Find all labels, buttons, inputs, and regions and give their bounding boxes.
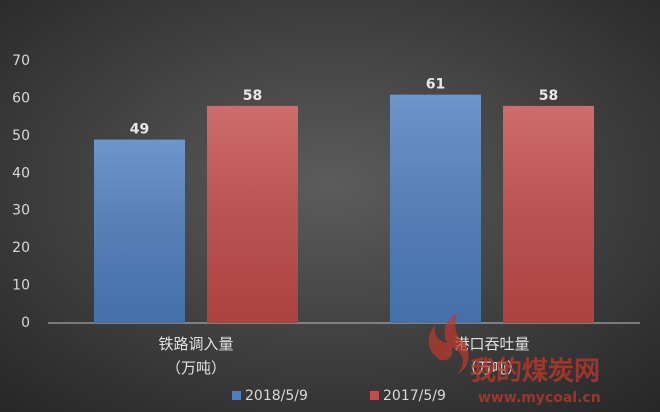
value-label: 58 <box>243 88 262 104</box>
bar-shine <box>503 105 594 324</box>
x-tick-label: （万吨） <box>166 359 226 377</box>
watermark: 我的煤炭网 www.mycoal.cn <box>428 313 601 406</box>
legend-swatch <box>370 391 379 400</box>
y-tick-label: 30 <box>12 203 30 219</box>
y-tick-label: 10 <box>12 278 30 294</box>
x-tick-label: （万吨） <box>462 359 522 377</box>
legend-label: 2017/5/9 <box>383 388 446 404</box>
watermark-logo <box>428 313 469 375</box>
bar-shine <box>94 139 185 323</box>
bar-shine <box>207 105 298 324</box>
legend-swatch <box>232 391 241 400</box>
y-tick-label: 40 <box>12 165 30 181</box>
value-label: 61 <box>426 77 445 93</box>
legend-label: 2018/5/9 <box>245 388 308 404</box>
y-tick-label: 0 <box>21 315 30 331</box>
bar-shine <box>390 94 481 323</box>
value-label: 49 <box>130 122 149 138</box>
y-tick-label: 70 <box>12 53 30 69</box>
value-label: 58 <box>539 88 558 104</box>
y-tick-label: 20 <box>12 240 30 256</box>
watermark-text: 我的煤炭网 <box>470 356 600 387</box>
x-tick-label: 港口吞吐量 <box>454 335 529 353</box>
x-tick-label: 铁路调入量 <box>158 335 233 353</box>
y-tick-label: 60 <box>12 90 30 106</box>
watermark-url: www.mycoal.cn <box>478 390 601 406</box>
y-tick-label: 50 <box>12 128 30 144</box>
